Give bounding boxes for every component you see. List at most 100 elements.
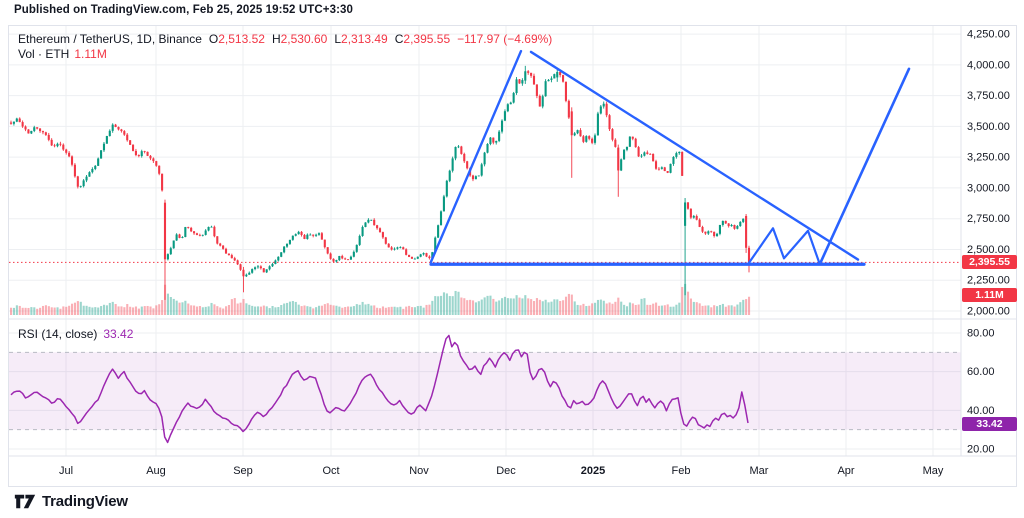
candle-body <box>94 165 97 169</box>
volume-bar <box>736 304 739 315</box>
volume-bar <box>637 304 640 315</box>
volume-bar <box>341 307 344 315</box>
volume-bar <box>509 298 512 315</box>
trendline-ascending[interactable] <box>429 49 523 263</box>
volume-bar <box>733 306 736 315</box>
volume-bar <box>265 306 268 315</box>
candle-body <box>88 172 91 177</box>
volume-bar <box>457 291 460 315</box>
time-axis-label[interactable]: Oct <box>322 465 339 477</box>
volume-bar <box>556 299 559 315</box>
rsi-legend[interactable]: RSI (14, close) 33.42 <box>18 327 133 341</box>
candle-body <box>9 122 13 124</box>
candle-body <box>268 266 271 270</box>
volume-bar <box>291 300 294 315</box>
candle-body <box>419 254 422 257</box>
candle-body <box>146 151 149 156</box>
candle-body <box>646 152 649 154</box>
candle-body <box>567 100 570 118</box>
volume-bar <box>248 304 251 315</box>
candle-body <box>219 243 222 246</box>
ohlc-low-value: 2,313.49 <box>341 32 388 46</box>
candle-body <box>381 232 384 238</box>
candle-body <box>544 81 547 97</box>
volume-bar <box>643 298 646 315</box>
time-axis-label[interactable]: Nov <box>409 465 429 477</box>
volume-bar <box>24 307 27 315</box>
volume-bar <box>620 301 623 315</box>
time-axis-label[interactable]: May <box>923 465 944 477</box>
volume-bar <box>82 305 85 315</box>
candle-body <box>480 164 483 176</box>
candle-body <box>178 234 181 238</box>
volume-bar <box>111 301 114 315</box>
candle-body <box>73 164 76 177</box>
candle-body <box>439 211 443 226</box>
volume-bar <box>76 301 79 315</box>
volume-bar <box>428 304 431 315</box>
candle-body <box>541 96 544 107</box>
volume-bar <box>713 305 716 315</box>
volume-bar <box>117 306 120 315</box>
candle-body <box>686 202 690 209</box>
volume-bar <box>396 307 399 315</box>
time-axis-label[interactable]: Jul <box>59 465 73 477</box>
time-axis-label[interactable]: Dec <box>496 465 516 477</box>
volume-bar <box>155 305 158 315</box>
volume-bar <box>108 302 111 315</box>
volume-bar <box>320 305 323 315</box>
projection-zigzag[interactable] <box>747 227 821 264</box>
candle-body <box>524 71 527 81</box>
volume-bar <box>207 306 210 315</box>
volume-bar <box>71 303 74 315</box>
last-price-badge: 2,395.55 <box>962 255 1017 269</box>
candle-body <box>338 255 341 261</box>
volume-bar <box>245 303 248 315</box>
candle-body <box>614 139 617 147</box>
trendline-descending[interactable] <box>529 50 860 261</box>
volume-legend[interactable]: Vol · ETH 1.11M <box>18 47 107 62</box>
volume-bar <box>222 308 225 315</box>
candle-body <box>65 149 68 153</box>
candle-body <box>265 269 268 273</box>
volume-bar <box>544 299 547 315</box>
candle-body <box>608 115 611 130</box>
volume-bar <box>27 307 30 315</box>
candle-body <box>742 218 745 222</box>
candle-body <box>620 159 623 171</box>
tradingview-brand-text: TradingView <box>42 493 128 510</box>
candle-body <box>649 153 652 155</box>
candle-body <box>457 146 460 148</box>
time-axis-label[interactable]: Sep <box>233 465 253 477</box>
candle-body <box>739 221 742 227</box>
candle-body <box>277 256 280 261</box>
candle-body <box>70 156 74 165</box>
rsi-line <box>10 334 749 444</box>
symbol-legend[interactable]: Ethereum / TetherUS, 1D, Binance O2,513.5… <box>18 32 552 47</box>
projection-rally-line[interactable] <box>819 67 911 263</box>
candle-body <box>227 253 230 256</box>
volume-bar <box>97 307 100 315</box>
time-axis-label[interactable]: 2025 <box>581 465 605 477</box>
price-chart-canvas[interactable]: 4,250.00 4,000.00 3,750.00 3,500.00 3,250.00… <box>9 26 1016 486</box>
candle-body <box>294 234 297 236</box>
rsi-tick-label: 80.00 <box>967 328 995 340</box>
volume-bar <box>373 305 376 315</box>
candle-body <box>405 249 408 255</box>
candle-body <box>262 268 265 273</box>
symbol-title: Ethereum / TetherUS, 1D, Binance <box>18 32 202 46</box>
candle-body <box>370 219 373 221</box>
volume-bar <box>41 305 45 315</box>
time-axis-label[interactable]: Apr <box>837 465 854 477</box>
volume-bar <box>376 307 379 315</box>
volume-bar <box>230 299 233 315</box>
volume-bar <box>460 297 463 315</box>
candle-body <box>408 254 411 257</box>
time-axis-label[interactable]: Mar <box>750 465 769 477</box>
tradingview-logo[interactable]: TradingView <box>14 493 128 510</box>
time-axis-label[interactable]: Feb <box>672 465 691 477</box>
volume-bar <box>716 306 719 315</box>
time-axis-label[interactable]: Aug <box>146 465 166 477</box>
volume-bar <box>123 307 126 315</box>
volume-bar <box>349 306 353 315</box>
